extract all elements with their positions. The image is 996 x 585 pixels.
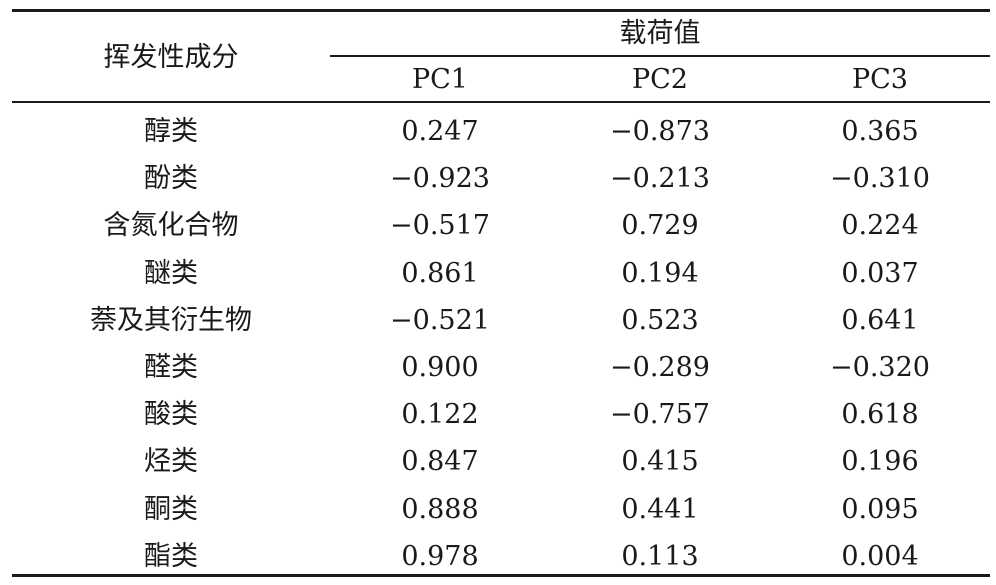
table-row: 酮类 0.888 0.441 0.095 xyxy=(12,484,990,531)
table-row: 酸类 0.122 −0.757 0.618 xyxy=(12,389,990,436)
loading-value-pc2: 0.415 xyxy=(621,446,699,478)
loading-value-pc3: 0.224 xyxy=(841,210,919,242)
loading-value-pc2: 0.194 xyxy=(621,257,699,289)
loading-value-pc2: 0.523 xyxy=(621,304,699,336)
table-row: 酚类 −0.923 −0.213 −0.310 xyxy=(12,153,990,200)
loading-table: 挥发性成分 载荷值 PC1 PC2 PC3 醇类 0.247 −0.873 0.365… xyxy=(12,0,990,585)
loading-value-pc2: 0.113 xyxy=(621,540,699,572)
loading-value-pc3: −0.310 xyxy=(830,163,930,195)
loading-value-pc2: −0.289 xyxy=(610,352,710,383)
component-name: 醇类 xyxy=(144,116,198,147)
loading-value-pc3: 0.641 xyxy=(841,304,919,336)
component-name: 醛类 xyxy=(144,352,198,383)
loading-value-pc1: 0.900 xyxy=(401,352,479,383)
table-row: 醇类 0.247 −0.873 0.365 xyxy=(12,106,990,153)
table-row: 醛类 0.900 −0.289 −0.320 xyxy=(12,342,990,389)
loading-value-pc3: −0.320 xyxy=(830,352,930,383)
loading-value-pc1: −0.923 xyxy=(390,163,490,195)
loading-value-pc2: 0.729 xyxy=(621,210,699,242)
loading-value-pc1: 0.888 xyxy=(401,493,479,525)
loading-value-pc1: 0.247 xyxy=(401,116,479,147)
table-row: 酯类 0.978 0.113 0.004 xyxy=(12,531,990,578)
loading-value-pc1: −0.517 xyxy=(390,210,490,242)
table-row: 含氮化合物 −0.517 0.729 0.224 xyxy=(12,200,990,247)
loading-value-pc3: 0.196 xyxy=(841,446,919,478)
header-pc3: PC3 xyxy=(851,64,908,95)
component-name: 萘及其衍生物 xyxy=(90,304,252,336)
table-row: 醚类 0.861 0.194 0.037 xyxy=(12,248,990,295)
component-name: 含氮化合物 xyxy=(103,210,239,242)
loading-value-pc1: −0.521 xyxy=(390,304,490,336)
loading-value-pc3: 0.365 xyxy=(841,116,919,147)
table-row: 烃类 0.847 0.415 0.196 xyxy=(12,436,990,483)
loading-value-pc1: 0.122 xyxy=(401,399,479,431)
loading-value-pc2: −0.213 xyxy=(610,163,710,195)
header-component: 挥发性成分 xyxy=(103,42,239,73)
loading-value-pc3: 0.004 xyxy=(841,540,919,572)
header-loading-group: 载荷值 xyxy=(619,18,701,49)
component-name: 醚类 xyxy=(144,257,198,289)
loading-value-pc3: 0.095 xyxy=(841,493,919,525)
bottom-rule xyxy=(12,574,990,577)
header-pc2: PC2 xyxy=(631,64,688,95)
header-rule xyxy=(12,101,990,103)
group-underline xyxy=(330,55,990,57)
loading-value-pc2: −0.757 xyxy=(610,399,710,431)
loading-value-pc1: 0.847 xyxy=(401,446,479,478)
loading-value-pc2: 0.441 xyxy=(621,493,699,525)
component-name: 酯类 xyxy=(144,540,198,572)
header-pc1: PC1 xyxy=(411,64,468,95)
component-name: 酸类 xyxy=(144,399,198,431)
loading-value-pc3: 0.037 xyxy=(841,257,919,289)
loading-value-pc2: −0.873 xyxy=(610,116,710,147)
table-row: 萘及其衍生物 −0.521 0.523 0.641 xyxy=(12,295,990,342)
loading-value-pc1: 0.861 xyxy=(401,257,479,289)
component-name: 酮类 xyxy=(144,493,198,525)
loading-value-pc3: 0.618 xyxy=(841,399,919,431)
top-rule xyxy=(12,9,990,12)
component-name: 烃类 xyxy=(144,446,198,478)
component-name: 酚类 xyxy=(144,163,198,195)
loading-value-pc1: 0.978 xyxy=(401,540,479,572)
